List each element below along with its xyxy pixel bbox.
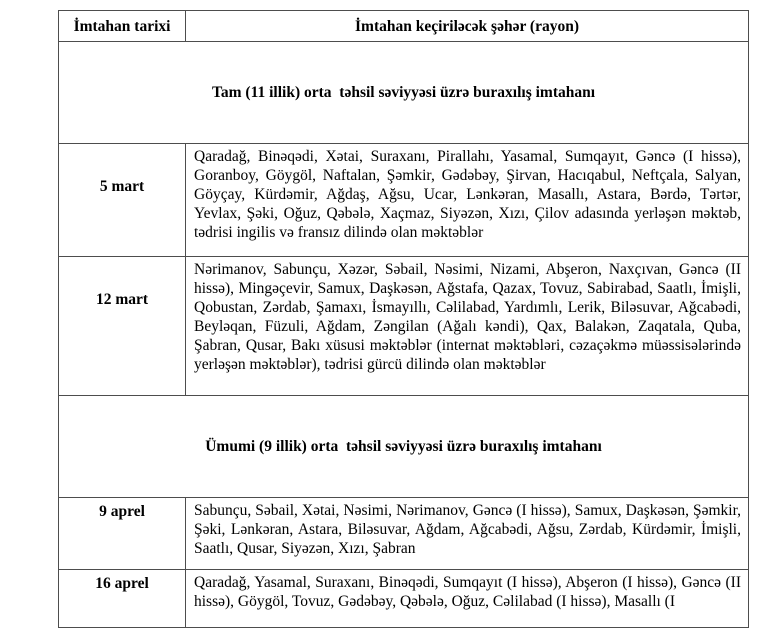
section-title-general-secondary-exam: Ümumi (9 illik) orta təhsil səviyyəsi üz…: [58, 395, 749, 498]
table-row-16-aprel: 16 aprel Qaradağ, Yasamal, Suraxanı, Bin…: [58, 569, 749, 628]
column-header-exam-date: İmtahan tarixi: [58, 10, 186, 42]
exam-cities-9-aprel: Sabunçu, Səbail, Xətai, Nəsimi, Nərimano…: [185, 497, 749, 570]
exam-cities-5-mart: Qaradağ, Binəqədi, Xətai, Suraxanı, Pira…: [185, 143, 749, 257]
exam-date-9-aprel: 9 aprel: [58, 497, 186, 570]
exam-date-16-aprel: 16 aprel: [58, 569, 186, 628]
table-row-9-aprel: 9 aprel Sabunçu, Səbail, Xətai, Nəsimi, …: [58, 497, 749, 570]
exam-date-12-mart: 12 mart: [58, 256, 186, 396]
table-row-12-mart: 12 mart Nərimanov, Sabunçu, Xəzər, Səbai…: [58, 256, 749, 396]
section-row-general-secondary: Ümumi (9 illik) orta təhsil səviyyəsi üz…: [58, 395, 749, 498]
column-header-exam-city: İmtahan keçiriləcək şəhər (rayon): [185, 10, 749, 42]
exam-schedule-table: İmtahan tarixi İmtahan keçiriləcək şəhər…: [58, 10, 749, 628]
section-row-full-secondary: Tam (11 illik) orta təhsil səviyyəsi üzr…: [58, 41, 749, 144]
exam-cities-12-mart: Nərimanov, Sabunçu, Xəzər, Səbail, Nəsim…: [185, 256, 749, 396]
exam-date-5-mart: 5 mart: [58, 143, 186, 257]
section-title-full-secondary-exam: Tam (11 illik) orta təhsil səviyyəsi üzr…: [58, 41, 749, 144]
table-row-5-mart: 5 mart Qaradağ, Binəqədi, Xətai, Suraxan…: [58, 143, 749, 257]
exam-cities-16-aprel: Qaradağ, Yasamal, Suraxanı, Binəqədi, Su…: [185, 569, 749, 628]
table-header-row: İmtahan tarixi İmtahan keçiriləcək şəhər…: [58, 10, 749, 42]
